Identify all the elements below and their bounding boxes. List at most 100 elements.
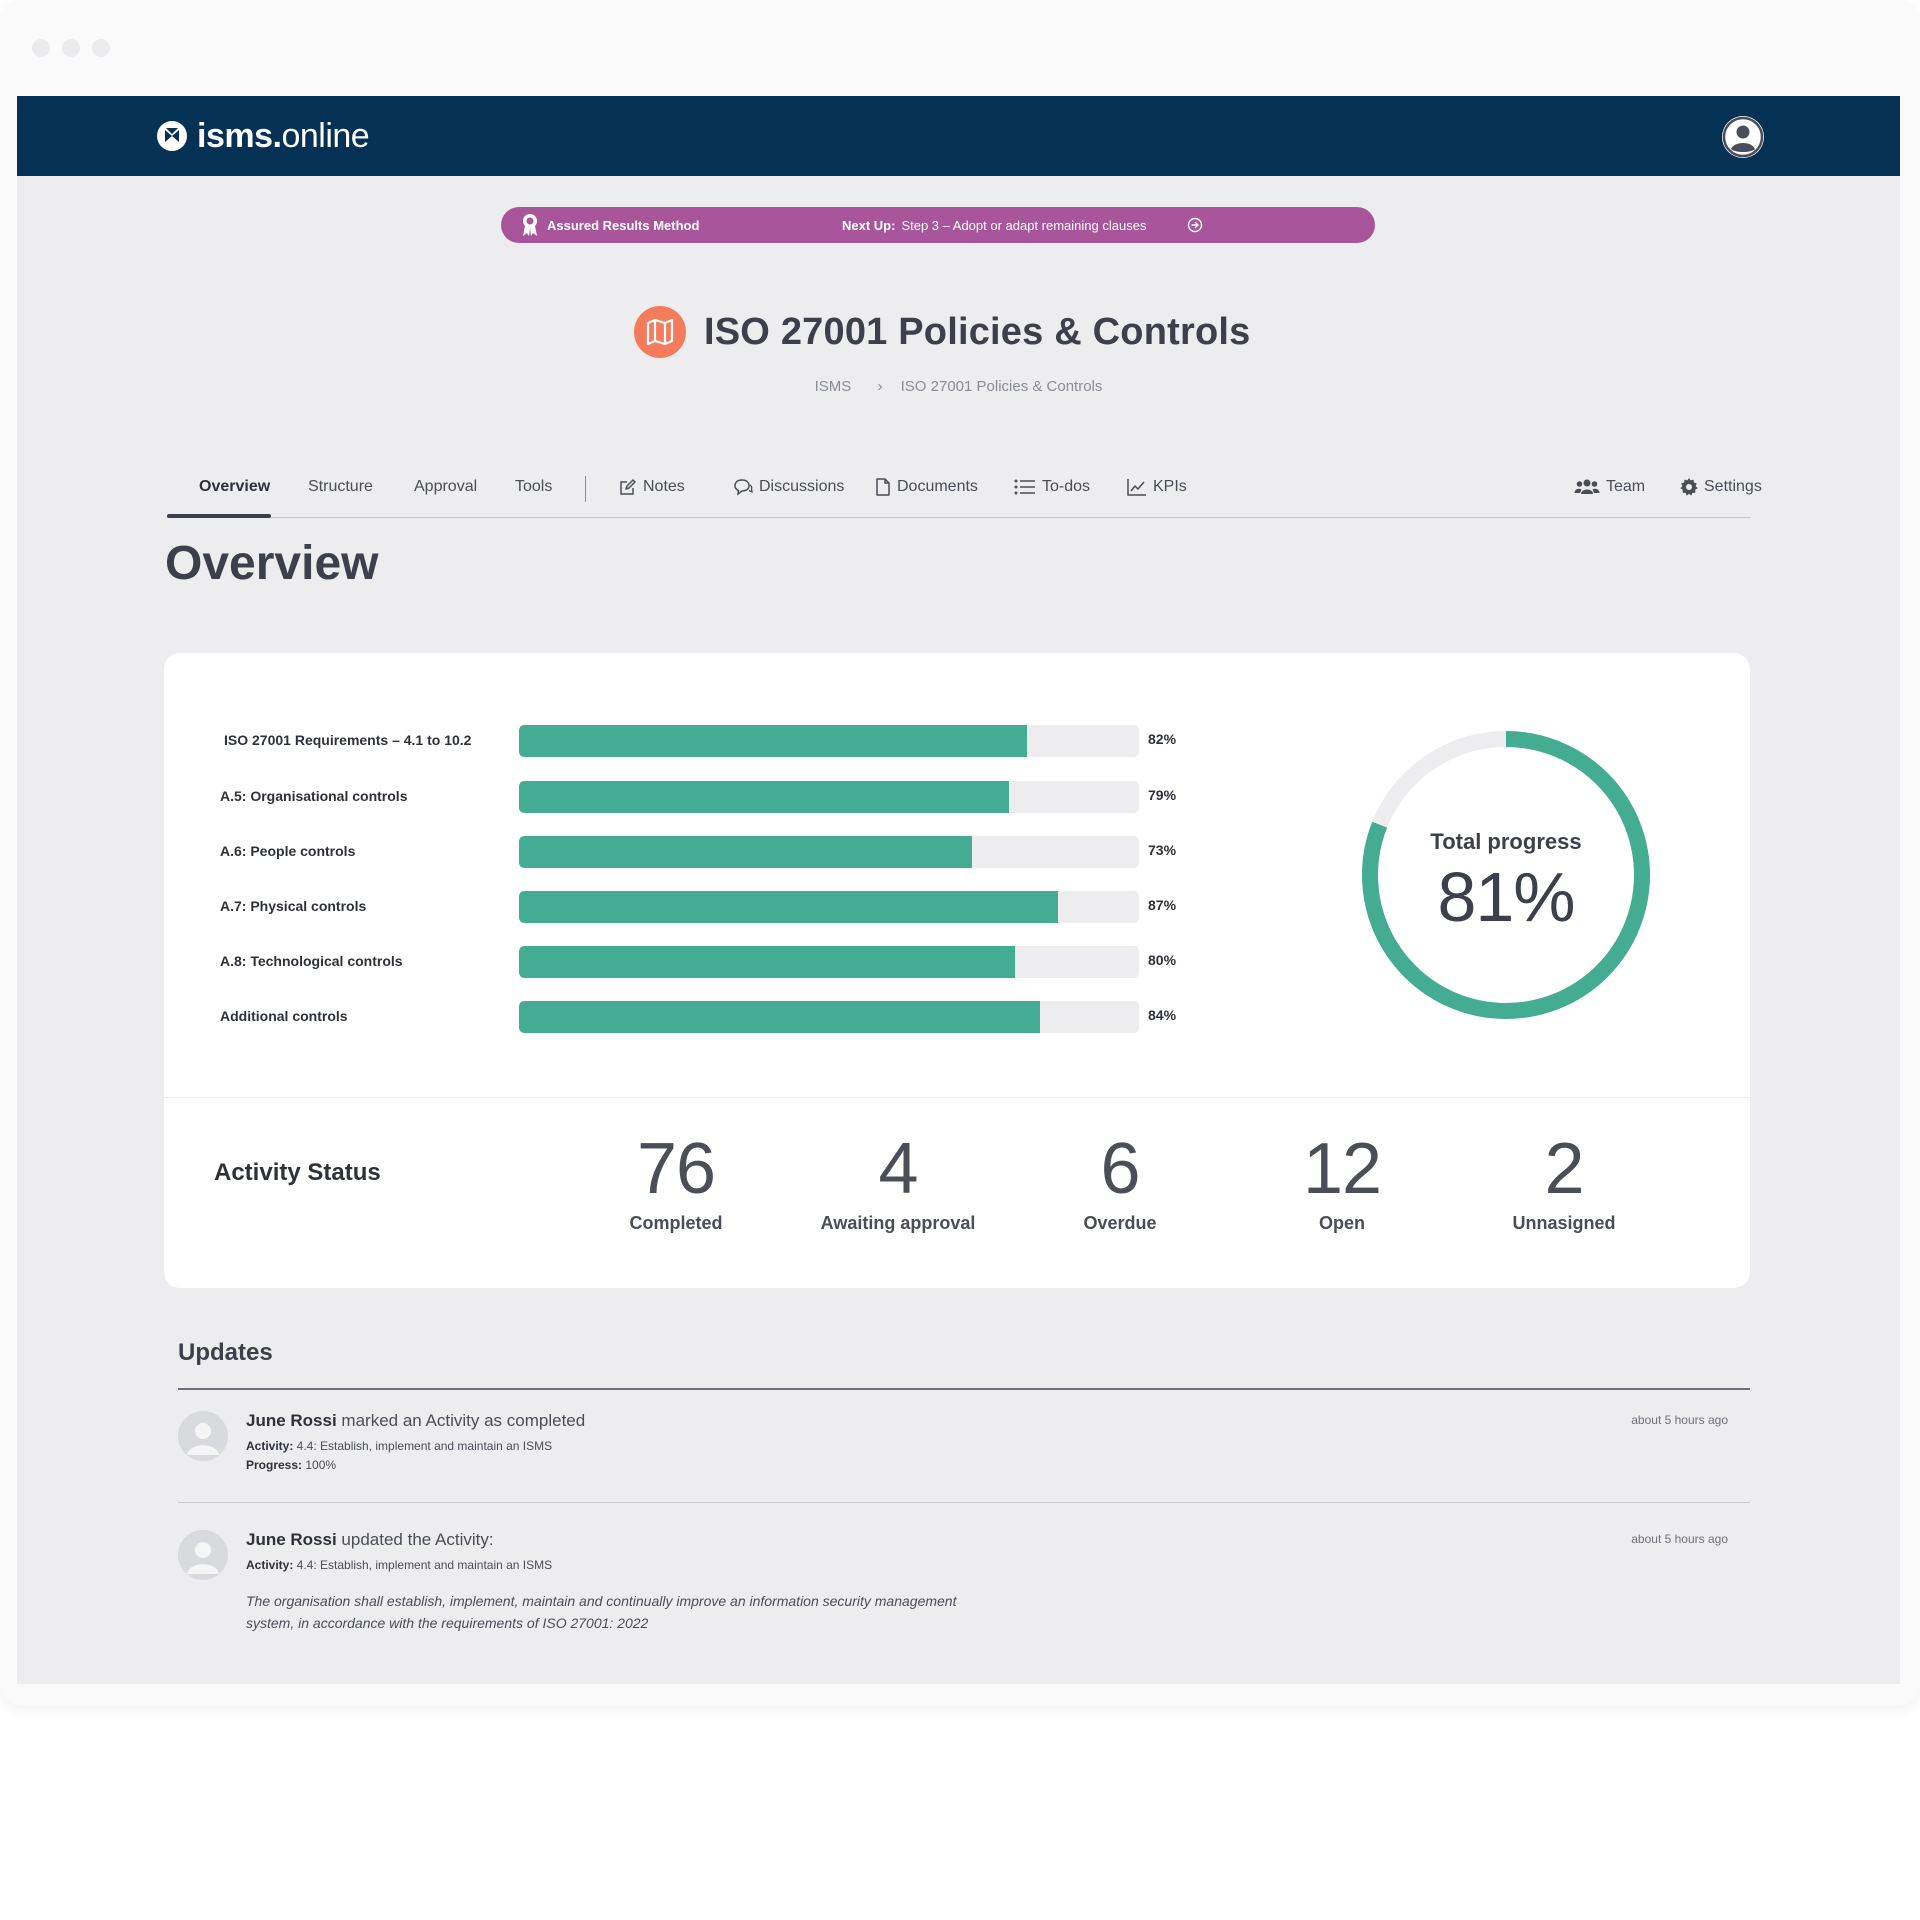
breadcrumb-item-isms[interactable]: ISMS: [814, 378, 852, 395]
stat-label: Unnasigned: [1512, 1213, 1616, 1233]
progress-row-label: A.6: People controls: [220, 843, 356, 859]
update-headline: June Rossi updated the Activity:: [246, 1530, 494, 1549]
update-item: June Rossi updated the Activity: Activit…: [178, 1530, 1750, 1640]
progress-bar: [519, 781, 1139, 813]
logo-wordmark: isms.online: [197, 117, 370, 155]
overview-card: ISO 27001 Requirements – 4.1 to 10.2 82% A…: [164, 653, 1750, 1288]
stat-number: 76: [636, 1129, 716, 1209]
total-progress-label: Total progress: [1430, 829, 1582, 854]
progress-bar-fill: [519, 946, 1015, 978]
avatar[interactable]: [178, 1411, 228, 1461]
close-dot[interactable]: [32, 39, 50, 57]
list-icon: [1014, 479, 1035, 495]
progress-row-value: 79%: [1148, 787, 1177, 803]
update-item: June Rossi marked an Activity as complet…: [178, 1411, 1750, 1491]
update-description: The organisation shall establish, implem…: [246, 1593, 957, 1631]
progress-row-label: ISO 27001 Requirements – 4.1 to 10.2: [224, 732, 472, 748]
user-avatar-button[interactable]: [1722, 116, 1764, 158]
stat-number: 12: [1302, 1129, 1382, 1209]
chart-icon: [1127, 479, 1146, 496]
logo[interactable]: isms.online: [155, 116, 370, 156]
map-icon: [634, 306, 686, 358]
arrow-circle-right-icon[interactable]: [1187, 217, 1203, 233]
avatar[interactable]: [178, 1530, 228, 1580]
method-label: Assured Results Method: [547, 217, 700, 233]
page-title: ISO 27001 Policies & Controls: [704, 310, 1251, 353]
update-time: about 5 hours ago: [1631, 1532, 1728, 1546]
stat-overdue[interactable]: 6 Overdue: [1010, 1129, 1230, 1234]
progress-bar-fill: [519, 781, 1009, 813]
window-controls: [32, 39, 110, 57]
progress-row-value: 80%: [1148, 952, 1177, 968]
stat-completed[interactable]: 76 Completed: [566, 1129, 786, 1234]
maximize-dot[interactable]: [92, 39, 110, 57]
browser-window: isms.online Assured Results Method Next …: [17, 39, 1900, 1684]
section-title: Overview: [165, 537, 379, 590]
stat-number: 2: [1544, 1129, 1584, 1209]
update-user[interactable]: June Rossi: [246, 1411, 337, 1430]
top-bar: isms.online: [17, 96, 1900, 176]
tab-team[interactable]: Team: [1574, 478, 1645, 496]
update-activity: Activity: 4.4: Establish, implement and …: [246, 1439, 553, 1453]
donut-progress-arc: [1362, 731, 1650, 1019]
progress-row-value: 82%: [1148, 731, 1177, 747]
updates-title: Updates: [178, 1339, 273, 1366]
document-icon: [876, 478, 890, 496]
stat-number: 4: [878, 1129, 918, 1209]
stat-number: 6: [1100, 1129, 1140, 1209]
stat-awaiting-approval[interactable]: 4 Awaiting approval: [788, 1129, 1008, 1234]
progress-bar-fill: [519, 725, 1028, 757]
update-activity: Activity: 4.4: Establish, implement and …: [246, 1558, 553, 1572]
app: isms.online Assured Results Method Next …: [17, 96, 1900, 1684]
activity-status-title: Activity Status: [214, 1159, 381, 1186]
stat-unassigned[interactable]: 2 Unnasigned: [1454, 1129, 1674, 1234]
update-time: about 5 hours ago: [1631, 1413, 1728, 1427]
tab-structure[interactable]: Structure: [308, 478, 373, 495]
tab-approval[interactable]: Approval: [414, 478, 478, 495]
assured-results-banner[interactable]: Assured Results Method Next Up: Step 3 – …: [501, 207, 1375, 243]
progress-bar-fill: [519, 836, 972, 868]
stat-label: Awaiting approval: [820, 1213, 976, 1233]
progress-bar-fill: [519, 891, 1059, 923]
team-icon: [1574, 479, 1600, 494]
breadcrumb-item-current: ISO 27001 Policies & Controls: [900, 378, 1103, 395]
stat-label: Completed: [629, 1213, 723, 1233]
progress-row-label: A.7: Physical controls: [220, 898, 367, 914]
stat-open[interactable]: 12 Open: [1232, 1129, 1452, 1234]
tab-todos[interactable]: To-dos: [1014, 478, 1090, 496]
progress-row-label: A.5: Organisational controls: [220, 788, 408, 804]
logo-icon: [157, 121, 187, 151]
chevron-right-icon: ›: [877, 378, 883, 395]
total-progress-donut: [1362, 731, 1650, 1019]
progress-bar: [519, 946, 1139, 978]
breadcrumb: ISMS › ISO 27001 Policies & Controls: [17, 378, 1900, 395]
user-icon: [1722, 116, 1764, 158]
progress-row-value: 73%: [1148, 842, 1177, 858]
tab-bar: Overview Structure Approval Tools Notes …: [167, 458, 1762, 518]
tab-overview[interactable]: Overview: [199, 478, 271, 495]
tab-divider: [585, 476, 586, 502]
tab-tools[interactable]: Tools: [515, 478, 553, 495]
update-headline: June Rossi marked an Activity as complet…: [246, 1411, 586, 1430]
progress-bar: [519, 836, 1139, 868]
progress-row-value: 87%: [1148, 897, 1177, 913]
update-progress: Progress: 100%: [246, 1458, 337, 1472]
card-divider: [164, 1097, 1750, 1098]
page-heading: ISO 27001 Policies & Controls: [634, 306, 1250, 358]
progress-bar: [519, 891, 1139, 923]
progress-bar: [519, 1001, 1139, 1033]
update-user[interactable]: June Rossi: [246, 1530, 337, 1549]
gear-icon: [1680, 478, 1698, 496]
tab-documents[interactable]: Documents: [875, 478, 978, 496]
active-tab-indicator: [167, 514, 271, 518]
minimize-dot[interactable]: [62, 39, 80, 57]
chat-icon: [734, 479, 753, 496]
tab-settings[interactable]: Settings: [1680, 478, 1762, 496]
progress-bar: [519, 725, 1139, 757]
tab-notes[interactable]: Notes: [619, 478, 685, 496]
stat-label: Overdue: [1083, 1213, 1157, 1233]
award-ribbon-icon: [523, 214, 537, 236]
progress-row-label: Additional controls: [220, 1008, 348, 1024]
tab-kpis[interactable]: KPIs: [1127, 478, 1187, 496]
tab-discussions[interactable]: Discussions: [733, 478, 844, 496]
